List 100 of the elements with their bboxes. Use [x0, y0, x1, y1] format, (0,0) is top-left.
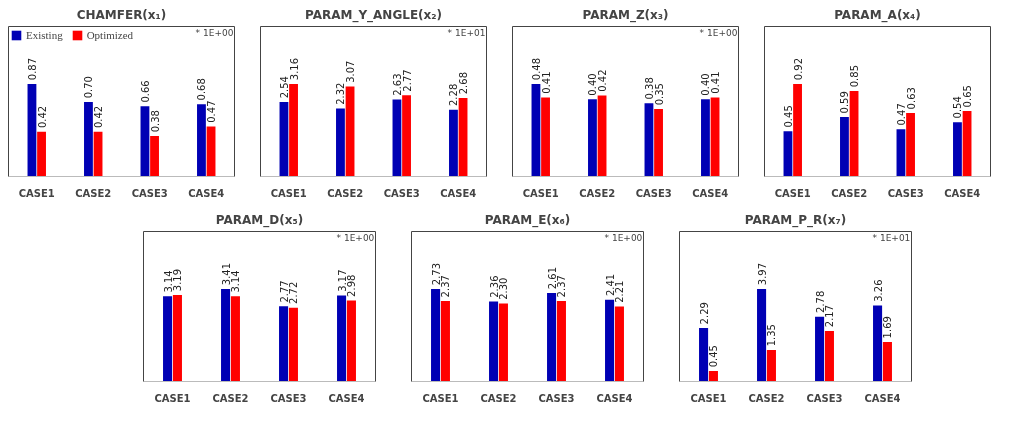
bar [849, 90, 859, 177]
data-label: 0.47 [895, 103, 907, 126]
bar [346, 300, 356, 382]
text: * 1E+00 [699, 28, 738, 39]
bar [556, 301, 566, 382]
bar [279, 102, 289, 177]
chart-title: PARAM_Z(x₃) [582, 7, 669, 23]
x-tick-label: CASE3 [887, 187, 924, 199]
data-label: 2.68 [458, 72, 470, 95]
bar [654, 108, 663, 177]
x-tick-label: CASE4 [692, 187, 729, 199]
bar [172, 294, 182, 382]
data-label: 0.47 [206, 100, 218, 123]
bar [337, 295, 347, 382]
bar [962, 111, 972, 177]
bar [699, 328, 709, 382]
x-tick-label: CASE2 [75, 187, 112, 199]
data-label: 0.59 [839, 91, 851, 114]
data-label: 0.45 [708, 345, 720, 368]
bar [815, 316, 825, 382]
bar [783, 131, 793, 177]
bar [840, 117, 849, 177]
x-tick-label: CASE3 [383, 187, 420, 199]
data-label: 1.35 [766, 324, 778, 347]
bar [489, 301, 499, 382]
data-label: 0.63 [905, 87, 917, 110]
data-label: 0.42 [36, 105, 48, 129]
bar [896, 129, 906, 177]
bar [882, 342, 892, 382]
data-label: 3.97 [756, 262, 768, 286]
bar [824, 330, 834, 382]
data-label: 0.45 [782, 105, 794, 128]
x-tick-label: CASE3 [538, 392, 575, 404]
data-label: 0.40 [700, 73, 712, 96]
legend-label: Optimized [86, 28, 134, 42]
data-label: 0.42 [93, 105, 105, 129]
legend-label: Existing [26, 28, 63, 42]
data-label: 2.29 [698, 302, 710, 325]
data-label: 0.41 [540, 71, 552, 94]
data-label: 0.41 [710, 71, 722, 94]
text: * 1E+00 [195, 28, 234, 39]
bar [701, 99, 710, 177]
bar [140, 106, 150, 177]
x-tick-label: CASE3 [806, 392, 843, 404]
data-label: 0.68 [196, 78, 208, 101]
bar [953, 122, 962, 177]
bar [402, 95, 411, 177]
data-label: 2.28 [448, 83, 460, 106]
data-label: 0.70 [83, 76, 95, 99]
data-label: 2.21 [614, 280, 626, 303]
x-tick-label: CASE2 [212, 392, 249, 404]
text: * 1E+00 [336, 233, 375, 244]
x-tick-label: CASE1 [774, 187, 811, 199]
x-tick-label: CASE4 [188, 187, 225, 199]
data-label: 2.30 [498, 277, 510, 300]
data-label: 2.77 [401, 69, 413, 92]
data-label: 3.26 [872, 279, 884, 302]
x-tick-label: CASE2 [480, 392, 517, 404]
data-label: 3.16 [288, 57, 300, 81]
x-tick-label: CASE1 [690, 392, 727, 404]
data-label: 2.37 [556, 275, 568, 298]
bar [440, 301, 450, 382]
x-tick-label: CASE4 [596, 392, 633, 404]
bar [541, 97, 550, 177]
data-label: 0.54 [952, 96, 964, 119]
bar [547, 292, 557, 382]
bar [588, 99, 597, 177]
bar [221, 288, 231, 382]
bar [163, 296, 173, 382]
data-label: 0.65 [962, 85, 974, 108]
data-label: 2.17 [824, 304, 836, 328]
bar [766, 350, 776, 382]
data-label: 0.35 [653, 83, 665, 106]
bar [27, 83, 37, 177]
bar [597, 95, 607, 177]
data-label: 2.61 [546, 267, 558, 290]
data-label: 0.85 [849, 64, 861, 88]
text: * 1E+01 [872, 233, 911, 244]
data-label: 0.40 [587, 73, 599, 96]
bar [757, 288, 767, 382]
bar [605, 299, 615, 382]
chart-title: CHAMFER(x₁) [76, 7, 167, 22]
data-label: 2.78 [814, 290, 826, 313]
data-label: 2.98 [346, 274, 358, 297]
x-tick-label: CASE2 [579, 187, 616, 199]
bar [84, 102, 93, 177]
data-label: 0.38 [149, 110, 161, 133]
bar [431, 288, 441, 382]
x-tick-label: CASE3 [131, 187, 168, 199]
text: * 1E+00 [604, 233, 643, 244]
data-label: 0.42 [597, 69, 609, 92]
x-tick-label: CASE4 [944, 187, 981, 199]
bar [392, 99, 402, 177]
bar [458, 97, 468, 177]
bar [644, 103, 654, 177]
chart-title: PARAM_D(x₅) [215, 212, 304, 228]
data-label: 2.63 [391, 73, 403, 96]
data-label: 3.19 [172, 268, 184, 292]
bar [336, 108, 345, 177]
bar [449, 109, 458, 177]
